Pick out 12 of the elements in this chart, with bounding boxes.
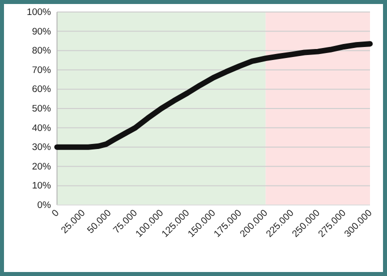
y-tick-label: 50% [32, 104, 52, 115]
x-tick-label: 0 [50, 208, 62, 220]
y-tick-label: 0% [37, 200, 52, 212]
y-tick-label: 10% [32, 180, 52, 192]
y-tick-label: 20% [32, 161, 52, 172]
y-tick-label: 30% [32, 142, 52, 154]
y-tick-label: 70% [32, 64, 52, 76]
y-tick-label: 80% [32, 46, 52, 57]
y-tick-label: 60% [32, 84, 52, 96]
y-tick-label: 90% [32, 26, 52, 38]
y-tick-label: 100% [26, 7, 52, 18]
y-tick-label: 40% [32, 122, 52, 134]
